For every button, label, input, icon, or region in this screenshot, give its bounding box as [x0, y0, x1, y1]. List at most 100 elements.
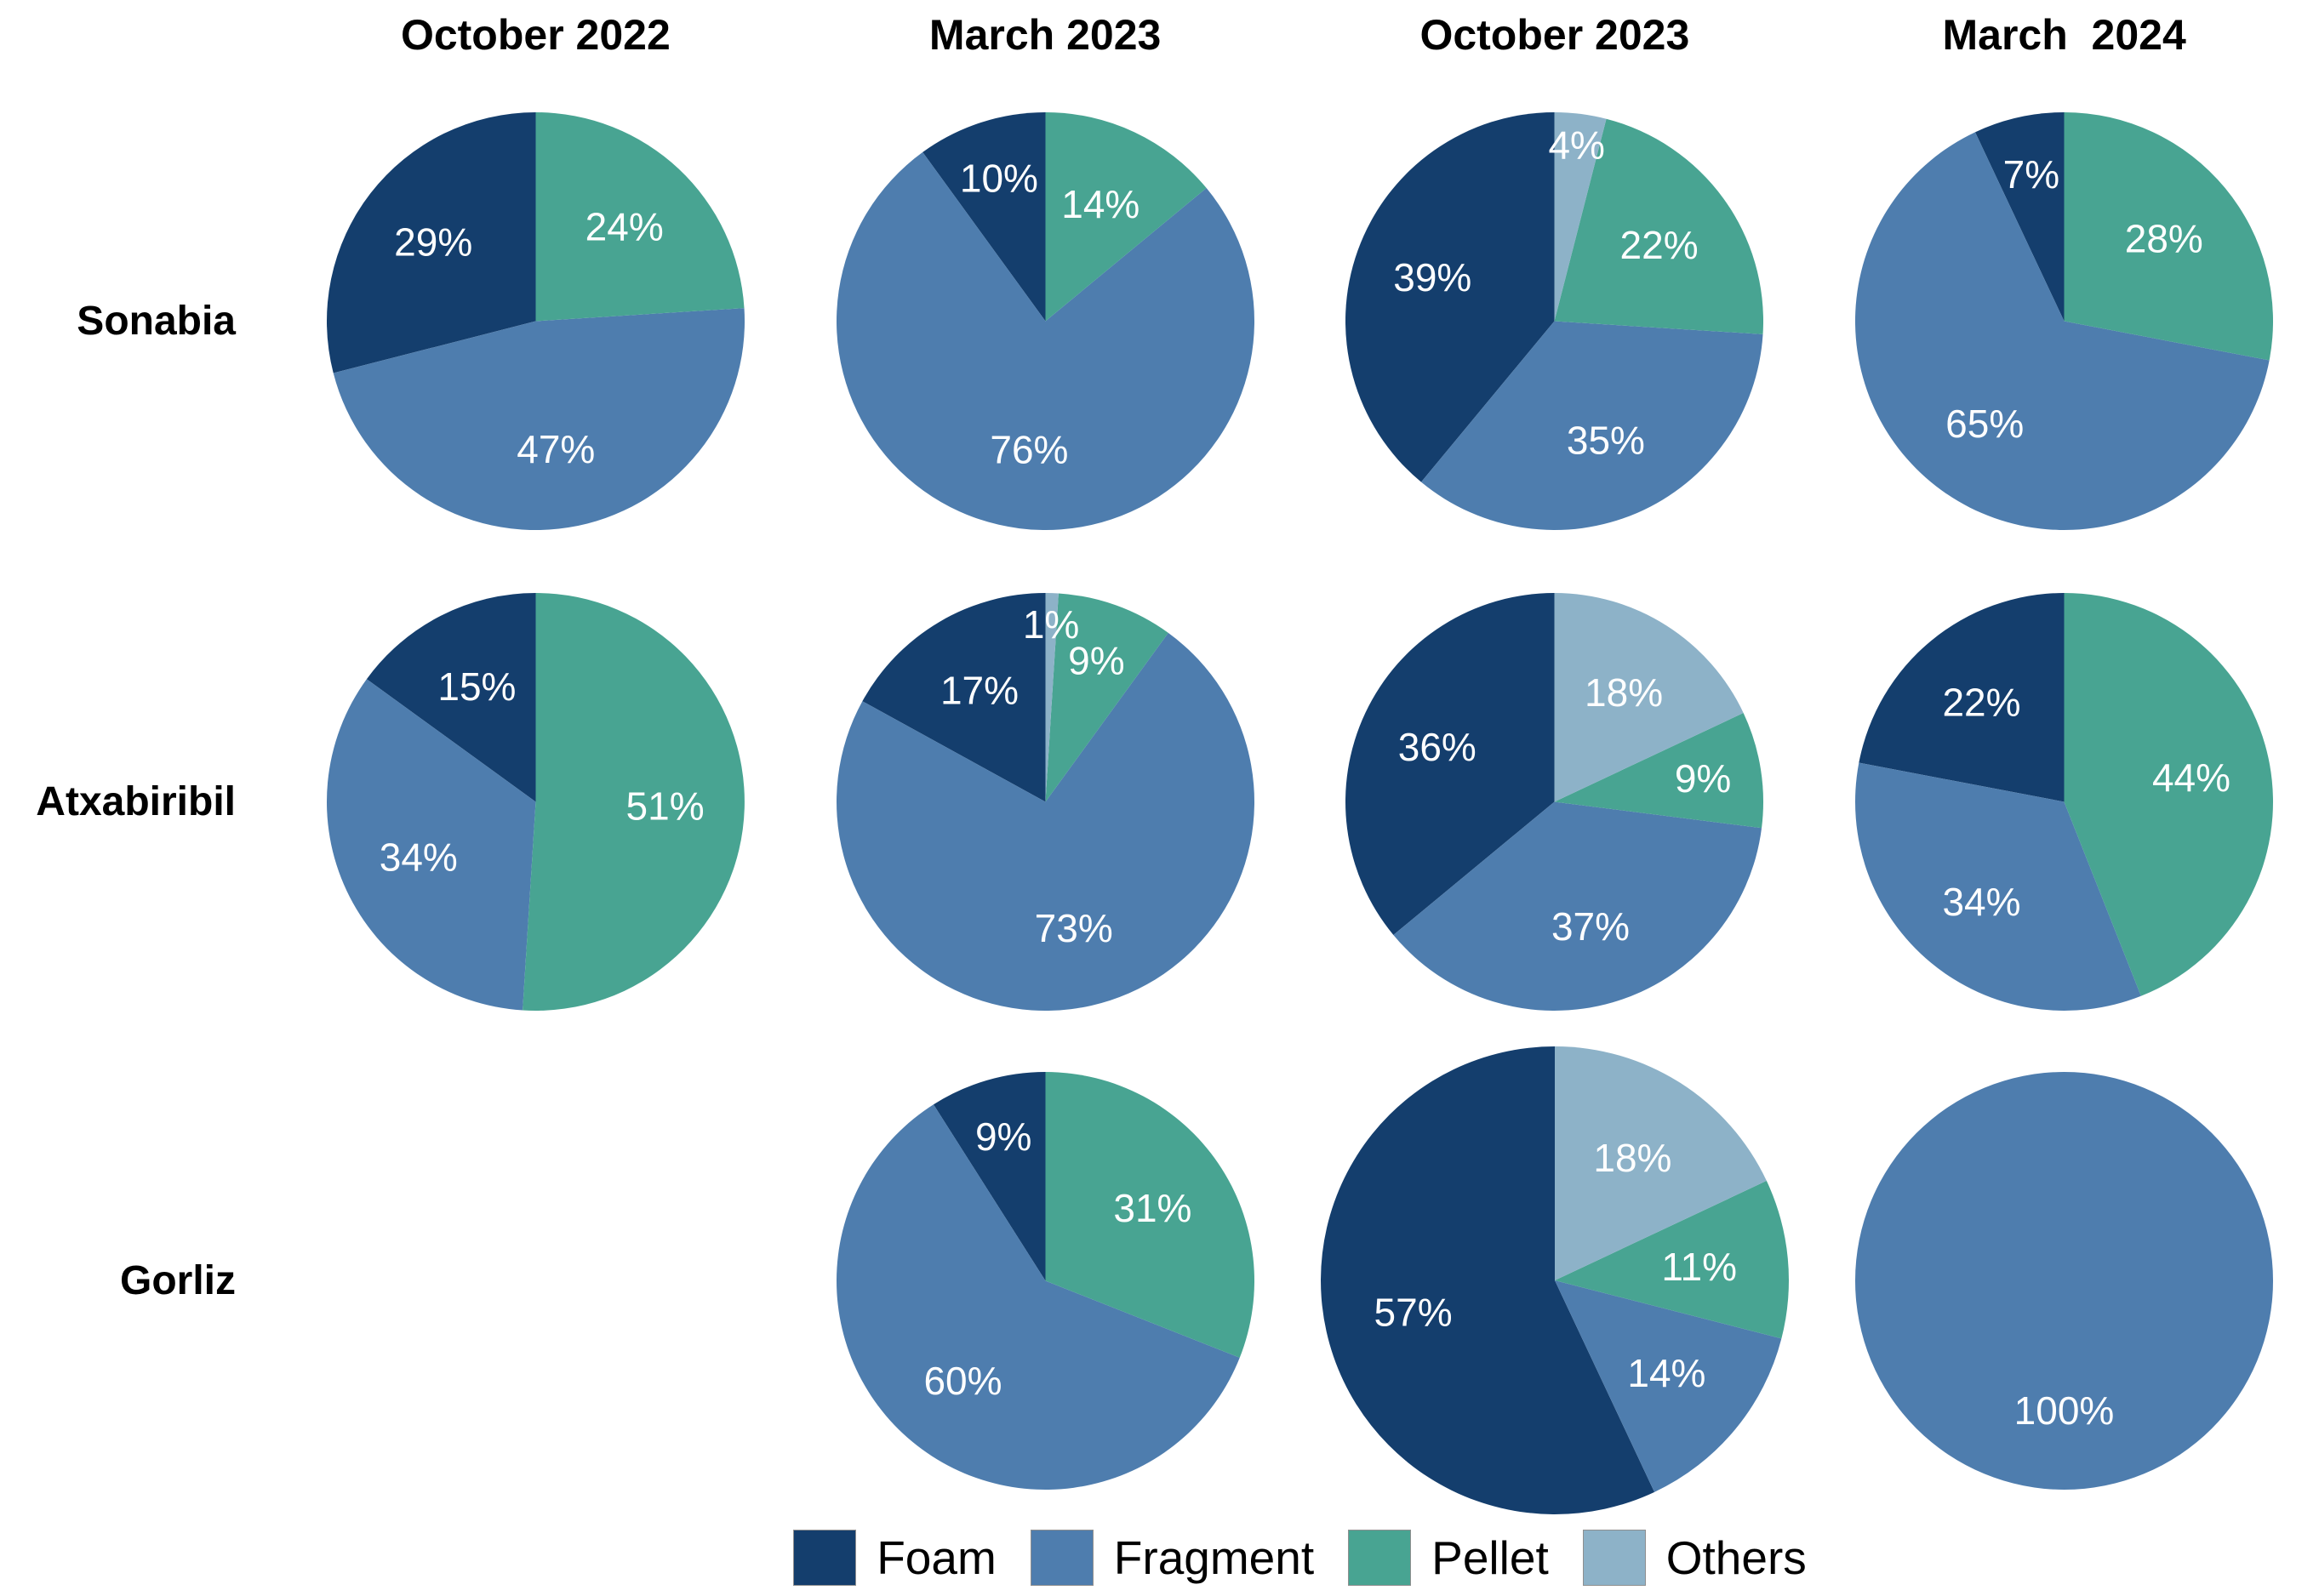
pie-cell-sonabia-march-2023: 10% 76% 14% [791, 81, 1300, 561]
pie-slice-fragment [333, 308, 745, 531]
pie-slice-label-others: 18% [1593, 1136, 1671, 1180]
pie-slice-label-others: 18% [1585, 670, 1663, 715]
pie-chart: 29% 47% 24% [326, 112, 745, 531]
pie-slice-fragment [836, 1103, 1240, 1490]
pie-slice-pellet [2064, 112, 2274, 361]
pie-slice-foam [1859, 593, 2065, 802]
pie-slice-label-foam: 7% [2003, 152, 2059, 197]
pie-slice-label-fragment: 73% [1034, 906, 1112, 950]
pie-slice-others [1554, 1046, 1767, 1280]
pie-slice-foam [922, 112, 1046, 322]
column-header-march-2024: March 2024 [1942, 11, 2186, 59]
pie-slice-label-pellet: 14% [1061, 182, 1140, 226]
pie-chart: 17% 73% 9%1% [836, 593, 1254, 1012]
pie-slice-pellet [522, 593, 745, 1011]
pie-slice-label-pellet: 44% [2152, 755, 2230, 800]
legend: Foam Fragment Pellet Others [281, 1519, 2319, 1596]
pie-slice-foam [366, 593, 536, 802]
row-label-atxabiribil: Atxabiribil [36, 779, 236, 824]
pie-slice-label-pellet: 9% [1068, 638, 1124, 682]
pie-slice-label-foam: 29% [394, 219, 472, 264]
pie-slice-label-fragment: 47% [517, 427, 595, 471]
pie-slice-pellet [1045, 593, 1168, 802]
pie-slice-fragment [1554, 1280, 1782, 1492]
pie-slice-label-pellet: 22% [1620, 223, 1699, 267]
column-header-october-2023: October 2023 [1419, 11, 1690, 59]
pie-chart: 39% 35% 22% 4% [1345, 112, 1764, 531]
legend-swatch-others [1582, 1529, 1646, 1586]
pie-cell-gorliz-march-2023: 9% 60% 31% [791, 1042, 1300, 1519]
pie-slice-fragment [1855, 132, 2270, 530]
pie-slice-others [1554, 593, 1745, 802]
pie-slice-fragment [1393, 801, 1762, 1011]
pie-slice-fragment [326, 679, 536, 1011]
pie-chart: 10% 76% 14% [836, 112, 1254, 531]
pie-cell-sonabia-october-2023: 39% 35% 22% 4% [1300, 81, 1810, 561]
pie-slice-label-fragment: 76% [990, 428, 1068, 472]
pie-slice-foam [1345, 112, 1555, 482]
pie-slice-label-fragment: 100% [2014, 1388, 2115, 1432]
pie-slice-label-pellet: 9% [1675, 756, 1731, 801]
pie-slice-label-pellet: 28% [2125, 217, 2203, 261]
pie-slice-fragment [836, 632, 1254, 1012]
legend-label-pellet: Pellet [1431, 1530, 1549, 1584]
legend-swatch-foam [793, 1529, 857, 1586]
pie-slice-fragment [1421, 321, 1763, 531]
pie-slice-pellet [535, 112, 745, 322]
pie-chart: 9% 60% 31% [836, 1071, 1254, 1490]
corner-spacer [0, 0, 281, 81]
pie-slice-label-fragment: 60% [923, 1358, 1002, 1402]
legend-label-fragment: Fragment [1113, 1530, 1315, 1584]
pie-slice-fragment [1855, 762, 2141, 1011]
pie-chart-grid: October 2022 March 2023 October 2023 Mar… [0, 0, 2319, 1519]
pie-slice-label-others: 1% [1022, 602, 1078, 647]
pie-slice-label-fragment: 14% [1627, 1351, 1705, 1395]
pie-slice-label-fragment: 65% [1945, 402, 2024, 446]
pie-slice-label-fragment: 35% [1567, 418, 1645, 462]
pie-chart: 57% 14% 11% 18% [1320, 1046, 1789, 1514]
pie-cell-gorliz-october-2023: 57% 14% 11% 18% [1300, 1042, 1810, 1519]
pie-slice-label-foam: 9% [975, 1114, 1031, 1158]
pie-cell-atxabiribil-march-2024: 22% 34% 44% [1809, 561, 2319, 1042]
pie-slice-label-foam: 17% [940, 669, 1019, 713]
pie-slice-foam [326, 112, 536, 373]
pie-slice-label-foam: 15% [437, 664, 516, 709]
legend-item-pellet: Pellet [1348, 1529, 1549, 1586]
pie-slice-label-pellet: 31% [1113, 1186, 1191, 1230]
pie-slice-label-fragment: 34% [380, 835, 458, 879]
pie-cell-sonabia-october-2022: 29% 47% 24% [281, 81, 791, 561]
pie-slice-label-fragment: 37% [1551, 904, 1630, 949]
legend-item-foam: Foam [793, 1529, 997, 1586]
pie-slice-foam [1320, 1046, 1654, 1514]
pie-slice-label-foam: 36% [1398, 725, 1477, 769]
pie-chart: 15% 34% 51% [326, 593, 745, 1011]
legend-swatch-pellet [1348, 1529, 1412, 1586]
legend-label-others: Others [1665, 1530, 1807, 1584]
pie-slice-label-foam: 22% [1943, 680, 2021, 724]
pie-slice-label-foam: 10% [959, 157, 1037, 201]
pie-cell-gorliz-march-2024: 100% [1809, 1042, 2319, 1519]
pie-slice-label-others: 4% [1549, 123, 1605, 168]
pie-chart: 7% 65% 28% [1855, 112, 2274, 530]
pie-slice-label-foam: 39% [1394, 255, 1472, 299]
pie-cell-atxabiribil-october-2023: 36% 37% 9% 18% [1300, 561, 1810, 1042]
legend-swatch-fragment [1030, 1529, 1094, 1586]
row-label-gorliz: Gorliz [119, 1257, 236, 1303]
legend-item-fragment: Fragment [1030, 1529, 1315, 1586]
pie-slice-fragment [836, 151, 1254, 531]
pie-slice-label-fragment: 34% [1943, 880, 2021, 924]
pie-cell-sonabia-march-2024: 7% 65% 28% [1809, 81, 2319, 561]
pie-slice-foam [861, 593, 1046, 802]
pie-slice-pellet [2064, 593, 2274, 996]
pie-slice-label-pellet: 24% [585, 205, 664, 249]
pie-slice-pellet [1554, 1180, 1789, 1339]
pie-cell-gorliz-october-2022 [281, 1042, 791, 1519]
pie-slice-pellet [1045, 1071, 1254, 1358]
pie-cell-atxabiribil-october-2022: 15% 34% 51% [281, 561, 791, 1042]
pie-slice-pellet [1554, 712, 1764, 829]
pie-slice-label-foam: 57% [1374, 1290, 1452, 1334]
pie-chart: 36% 37% 9% 18% [1345, 593, 1764, 1011]
pie-slice-foam [1975, 112, 2065, 322]
pie-slice-fragment [1855, 1071, 2274, 1490]
column-header-march-2023: March 2023 [928, 11, 1162, 59]
